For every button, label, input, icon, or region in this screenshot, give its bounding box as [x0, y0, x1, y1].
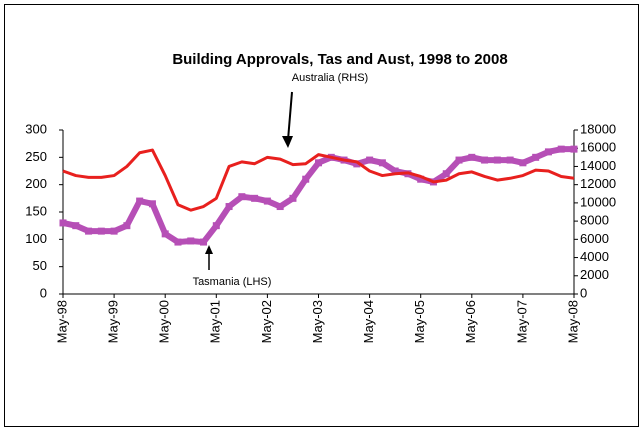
point-marker — [174, 238, 182, 246]
point-marker — [519, 159, 527, 167]
point-marker — [353, 160, 361, 168]
x-tick-label: May-08 — [565, 300, 580, 343]
arrowhead — [282, 136, 293, 148]
point-marker — [200, 238, 208, 246]
annotation: Australia (RHS) — [292, 72, 368, 84]
point-marker — [85, 227, 93, 235]
x-tick-label: May-05 — [412, 300, 427, 343]
y-tick-label: 0 — [40, 285, 47, 300]
x-tick-label: May-06 — [463, 300, 478, 343]
annotation: Tasmania (LHS) — [193, 276, 272, 288]
y-tick-label: 250 — [25, 149, 47, 164]
y2-tick-label: 8000 — [580, 213, 609, 228]
y2-tick-label: 14000 — [580, 158, 616, 173]
chart-frame — [4, 4, 639, 427]
point-marker — [225, 203, 233, 211]
point-marker — [123, 222, 131, 230]
point-marker — [493, 156, 501, 164]
point-marker — [161, 230, 169, 238]
x-tick-label: May-02 — [259, 300, 274, 343]
x-tick-label: May-01 — [208, 300, 223, 343]
arrowhead — [205, 245, 213, 254]
x-tick-label: May-98 — [54, 300, 69, 343]
point-marker — [481, 156, 489, 164]
point-marker — [315, 159, 322, 167]
point-marker — [276, 203, 284, 211]
point-marker — [506, 156, 514, 164]
chart-title: Building Approvals, Tas and Aust, 1998 t… — [172, 51, 507, 68]
y2-tick-label: 6000 — [580, 231, 609, 246]
y-tick-label: 150 — [25, 203, 47, 218]
point-marker — [570, 145, 578, 153]
y2-tick-label: 10000 — [580, 194, 616, 209]
point-marker — [263, 197, 271, 205]
point-marker — [110, 227, 118, 235]
series-line — [62, 148, 575, 212]
point-marker — [289, 194, 297, 202]
y2-tick-label: 2000 — [580, 267, 609, 282]
y-tick-label: 300 — [25, 121, 47, 136]
y2-tick-label: 16000 — [580, 140, 616, 155]
point-marker — [532, 153, 540, 161]
x-tick-label: May-00 — [157, 300, 172, 343]
point-marker — [238, 193, 246, 201]
point-marker — [442, 170, 450, 178]
point-marker — [544, 148, 552, 156]
y-tick-label: 200 — [25, 176, 47, 191]
y2-tick-label: 18000 — [580, 121, 616, 136]
y2-tick-label: 0 — [580, 285, 587, 300]
point-marker — [417, 175, 425, 183]
y2-tick-label: 12000 — [580, 176, 616, 191]
point-marker — [187, 237, 195, 245]
point-marker — [302, 175, 310, 183]
point-marker — [251, 194, 259, 202]
y-tick-label: 50 — [33, 258, 47, 273]
point-marker — [366, 156, 374, 164]
point-marker — [97, 227, 105, 235]
point-marker — [72, 222, 80, 230]
y-tick-label: 100 — [25, 231, 47, 246]
point-marker — [148, 200, 156, 208]
point-marker — [391, 167, 399, 175]
point-marker — [136, 197, 144, 205]
point-marker — [378, 159, 386, 167]
point-marker — [468, 153, 476, 161]
point-marker — [557, 145, 565, 153]
point-marker — [455, 156, 463, 164]
x-tick-label: May-99 — [106, 300, 121, 343]
point-marker — [212, 222, 220, 230]
x-tick-label: May-04 — [361, 300, 376, 343]
arrow — [287, 91, 293, 141]
point-marker — [59, 219, 67, 227]
x-tick-label: May-03 — [310, 300, 325, 343]
x-tick-label: May-07 — [514, 300, 529, 343]
y2-tick-label: 4000 — [580, 249, 609, 264]
